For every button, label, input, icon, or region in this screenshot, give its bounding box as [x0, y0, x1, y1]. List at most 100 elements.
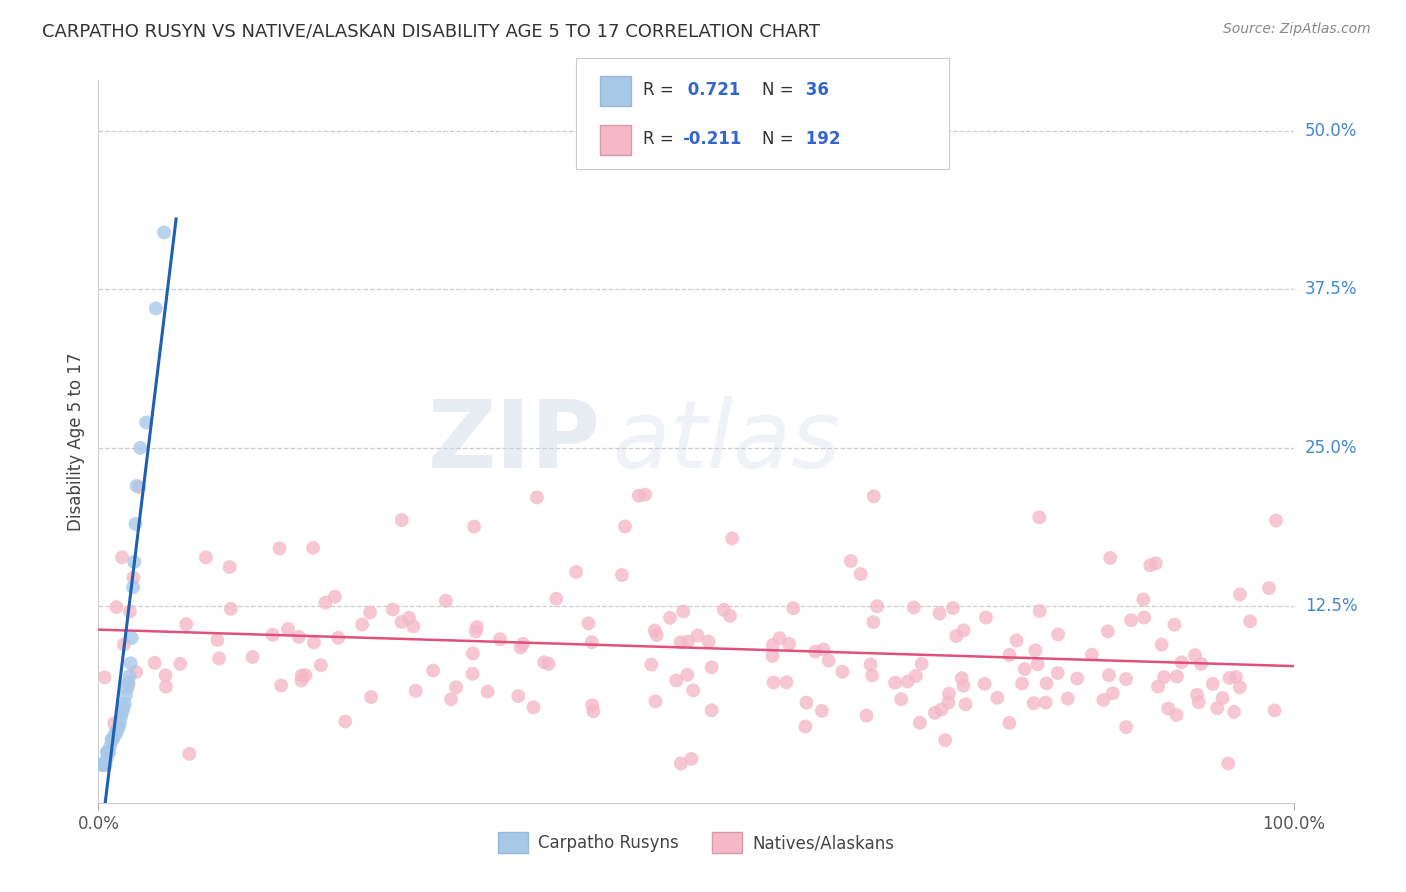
Point: [1212, 691, 1234, 706]
Point: [1098, 668, 1121, 682]
Point: [640, 657, 662, 672]
Point: [713, 603, 735, 617]
Point: [107, 720, 129, 734]
Point: [114, 697, 136, 711]
Point: [194, 550, 217, 565]
Point: [581, 698, 603, 713]
Text: 192: 192: [800, 130, 841, 148]
Point: [1011, 676, 1033, 690]
Point: [124, 516, 146, 531]
Point: [945, 629, 967, 643]
Point: [1101, 686, 1123, 700]
Point: [207, 632, 229, 647]
Point: [1133, 610, 1156, 624]
Point: [128, 480, 150, 494]
Point: [721, 532, 744, 546]
Point: [546, 591, 568, 606]
Text: Source: ZipAtlas.com: Source: ZipAtlas.com: [1223, 22, 1371, 37]
Point: [672, 605, 695, 619]
Point: [682, 683, 704, 698]
Point: [1028, 604, 1050, 618]
Text: ZIP: ZIP: [427, 395, 600, 488]
Point: [1206, 701, 1229, 715]
Point: [302, 635, 325, 649]
Point: [1115, 720, 1137, 734]
Point: [1265, 514, 1288, 528]
Point: [359, 606, 381, 620]
Point: [219, 601, 242, 615]
Point: [890, 692, 912, 706]
Point: [288, 630, 311, 644]
Point: [718, 608, 741, 623]
Point: [290, 673, 312, 688]
Point: [291, 668, 314, 682]
Point: [96, 745, 118, 759]
Point: [1139, 558, 1161, 573]
Point: [522, 700, 544, 714]
Point: [1046, 665, 1069, 680]
Point: [108, 715, 131, 730]
Point: [761, 648, 783, 663]
Text: 36: 36: [800, 81, 830, 99]
Point: [659, 611, 682, 625]
Point: [309, 658, 332, 673]
Text: atlas: atlas: [613, 396, 841, 487]
Point: [444, 680, 467, 694]
Point: [665, 673, 688, 688]
Point: [1035, 696, 1057, 710]
Point: [860, 668, 883, 682]
Point: [686, 628, 709, 642]
Point: [1153, 670, 1175, 684]
Point: [565, 565, 588, 579]
Point: [1257, 581, 1279, 595]
Point: [1022, 696, 1045, 710]
Point: [537, 657, 560, 671]
Point: [155, 680, 177, 694]
Point: [928, 607, 950, 621]
Point: [143, 656, 166, 670]
Point: [98, 739, 122, 753]
Point: [582, 704, 605, 718]
Point: [112, 638, 135, 652]
Point: [508, 689, 530, 703]
Point: [794, 720, 817, 734]
Point: [998, 715, 1021, 730]
Point: [938, 687, 960, 701]
Point: [1099, 550, 1122, 565]
Point: [938, 696, 960, 710]
Point: [277, 622, 299, 636]
Point: [697, 634, 720, 648]
Point: [489, 632, 512, 647]
Point: [93, 757, 115, 772]
Point: [578, 616, 600, 631]
Point: [465, 620, 488, 634]
Point: [1150, 638, 1173, 652]
Point: [1223, 705, 1246, 719]
Point: [302, 541, 325, 555]
Point: [1170, 655, 1192, 669]
Point: [323, 590, 346, 604]
Point: [125, 665, 148, 679]
Point: [1056, 691, 1078, 706]
Point: [942, 601, 965, 615]
Point: [121, 631, 143, 645]
Point: [391, 513, 413, 527]
Point: [768, 631, 790, 645]
Text: 37.5%: 37.5%: [1305, 280, 1357, 299]
Point: [107, 723, 129, 737]
Point: [866, 599, 889, 614]
Point: [1144, 556, 1167, 570]
Point: [1081, 648, 1104, 662]
Point: [1097, 624, 1119, 639]
Point: [1026, 657, 1049, 672]
Point: [1263, 703, 1285, 717]
Point: [859, 657, 882, 672]
Point: [103, 716, 125, 731]
Y-axis label: Disability Age 5 to 17: Disability Age 5 to 17: [67, 352, 86, 531]
Point: [634, 488, 657, 502]
Point: [862, 615, 884, 629]
Point: [381, 602, 404, 616]
Point: [440, 692, 463, 706]
Point: [90, 757, 112, 772]
Point: [839, 554, 862, 568]
